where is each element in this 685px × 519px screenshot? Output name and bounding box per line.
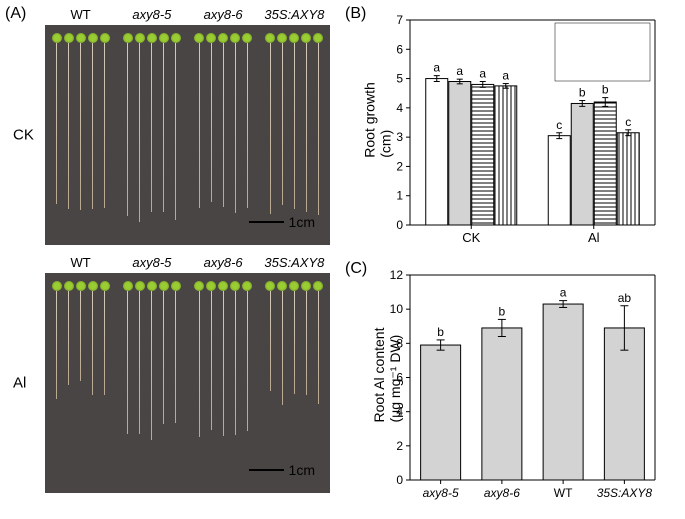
svg-text:6: 6 (396, 42, 403, 56)
panel-a-top-labels: WTaxy8-5axy8-635S:AXY8 (45, 7, 330, 22)
svg-text:c: c (556, 118, 562, 132)
svg-text:b: b (579, 86, 586, 100)
panel-a-al-photo: 1cm (45, 273, 330, 493)
panel-c-ylabel: Root Al content(μg mg⁻¹ DW) (371, 327, 404, 422)
svg-text:4: 4 (396, 101, 403, 115)
bar (449, 82, 471, 226)
svg-text:3: 3 (396, 130, 403, 144)
svg-text:7: 7 (396, 13, 403, 27)
svg-text:CK: CK (462, 230, 480, 245)
svg-text:a: a (502, 69, 509, 83)
svg-text:b: b (437, 324, 444, 338)
svg-text:a: a (479, 67, 486, 81)
scalebar-ck: 1cm (249, 214, 315, 230)
svg-text:axy8-6: axy8-6 (484, 486, 520, 500)
svg-text:35S:AXY8: 35S:AXY8 (597, 486, 653, 500)
panel-c-label: (C) (345, 260, 367, 278)
bar (617, 133, 639, 225)
svg-text:a: a (433, 61, 440, 75)
panel-a-ck-label: CK (13, 127, 34, 144)
bar (421, 345, 461, 480)
bar (604, 327, 644, 479)
svg-text:b: b (499, 304, 506, 318)
svg-text:c: c (625, 115, 631, 129)
bar (482, 327, 522, 479)
panel-b-ylabel: Root growth(cm) (362, 82, 394, 157)
bar (543, 304, 583, 480)
scalebar-al: 1cm (249, 462, 315, 478)
svg-text:ab: ab (618, 290, 632, 304)
svg-text:2: 2 (396, 438, 403, 452)
panel-c-chart: (C) Root Al content(μg mg⁻¹ DW) 02468101… (345, 260, 680, 515)
svg-text:5: 5 (396, 72, 403, 86)
bar (495, 86, 517, 225)
svg-text:0: 0 (396, 218, 403, 232)
bar (548, 136, 570, 225)
svg-text:2: 2 (396, 159, 403, 173)
svg-text:a: a (456, 64, 463, 78)
bar (426, 79, 448, 225)
svg-text:Al: Al (588, 230, 600, 245)
panel-b-label: (B) (345, 5, 366, 23)
svg-text:WT: WT (554, 486, 573, 500)
svg-text:0: 0 (396, 473, 403, 487)
svg-text:b: b (602, 83, 609, 97)
bar (571, 103, 593, 225)
bar (472, 84, 494, 225)
panel-a-ck-photo: 1cm (45, 25, 330, 245)
svg-text:12: 12 (390, 268, 404, 282)
svg-text:axy8-5: axy8-5 (423, 486, 459, 500)
svg-text:a: a (560, 285, 567, 299)
bar (594, 102, 616, 225)
panel-a-bottom-labels: WTaxy8-5axy8-635S:AXY8 (45, 255, 330, 270)
svg-text:1: 1 (396, 189, 403, 203)
panel-b-chart: (B) Root growth(cm) 0 1 2 3 4 5 6 7 a a a a CK c b b c Al… (345, 5, 680, 260)
panel-a-al-label: Al (13, 375, 26, 392)
svg-text:10: 10 (390, 302, 404, 316)
